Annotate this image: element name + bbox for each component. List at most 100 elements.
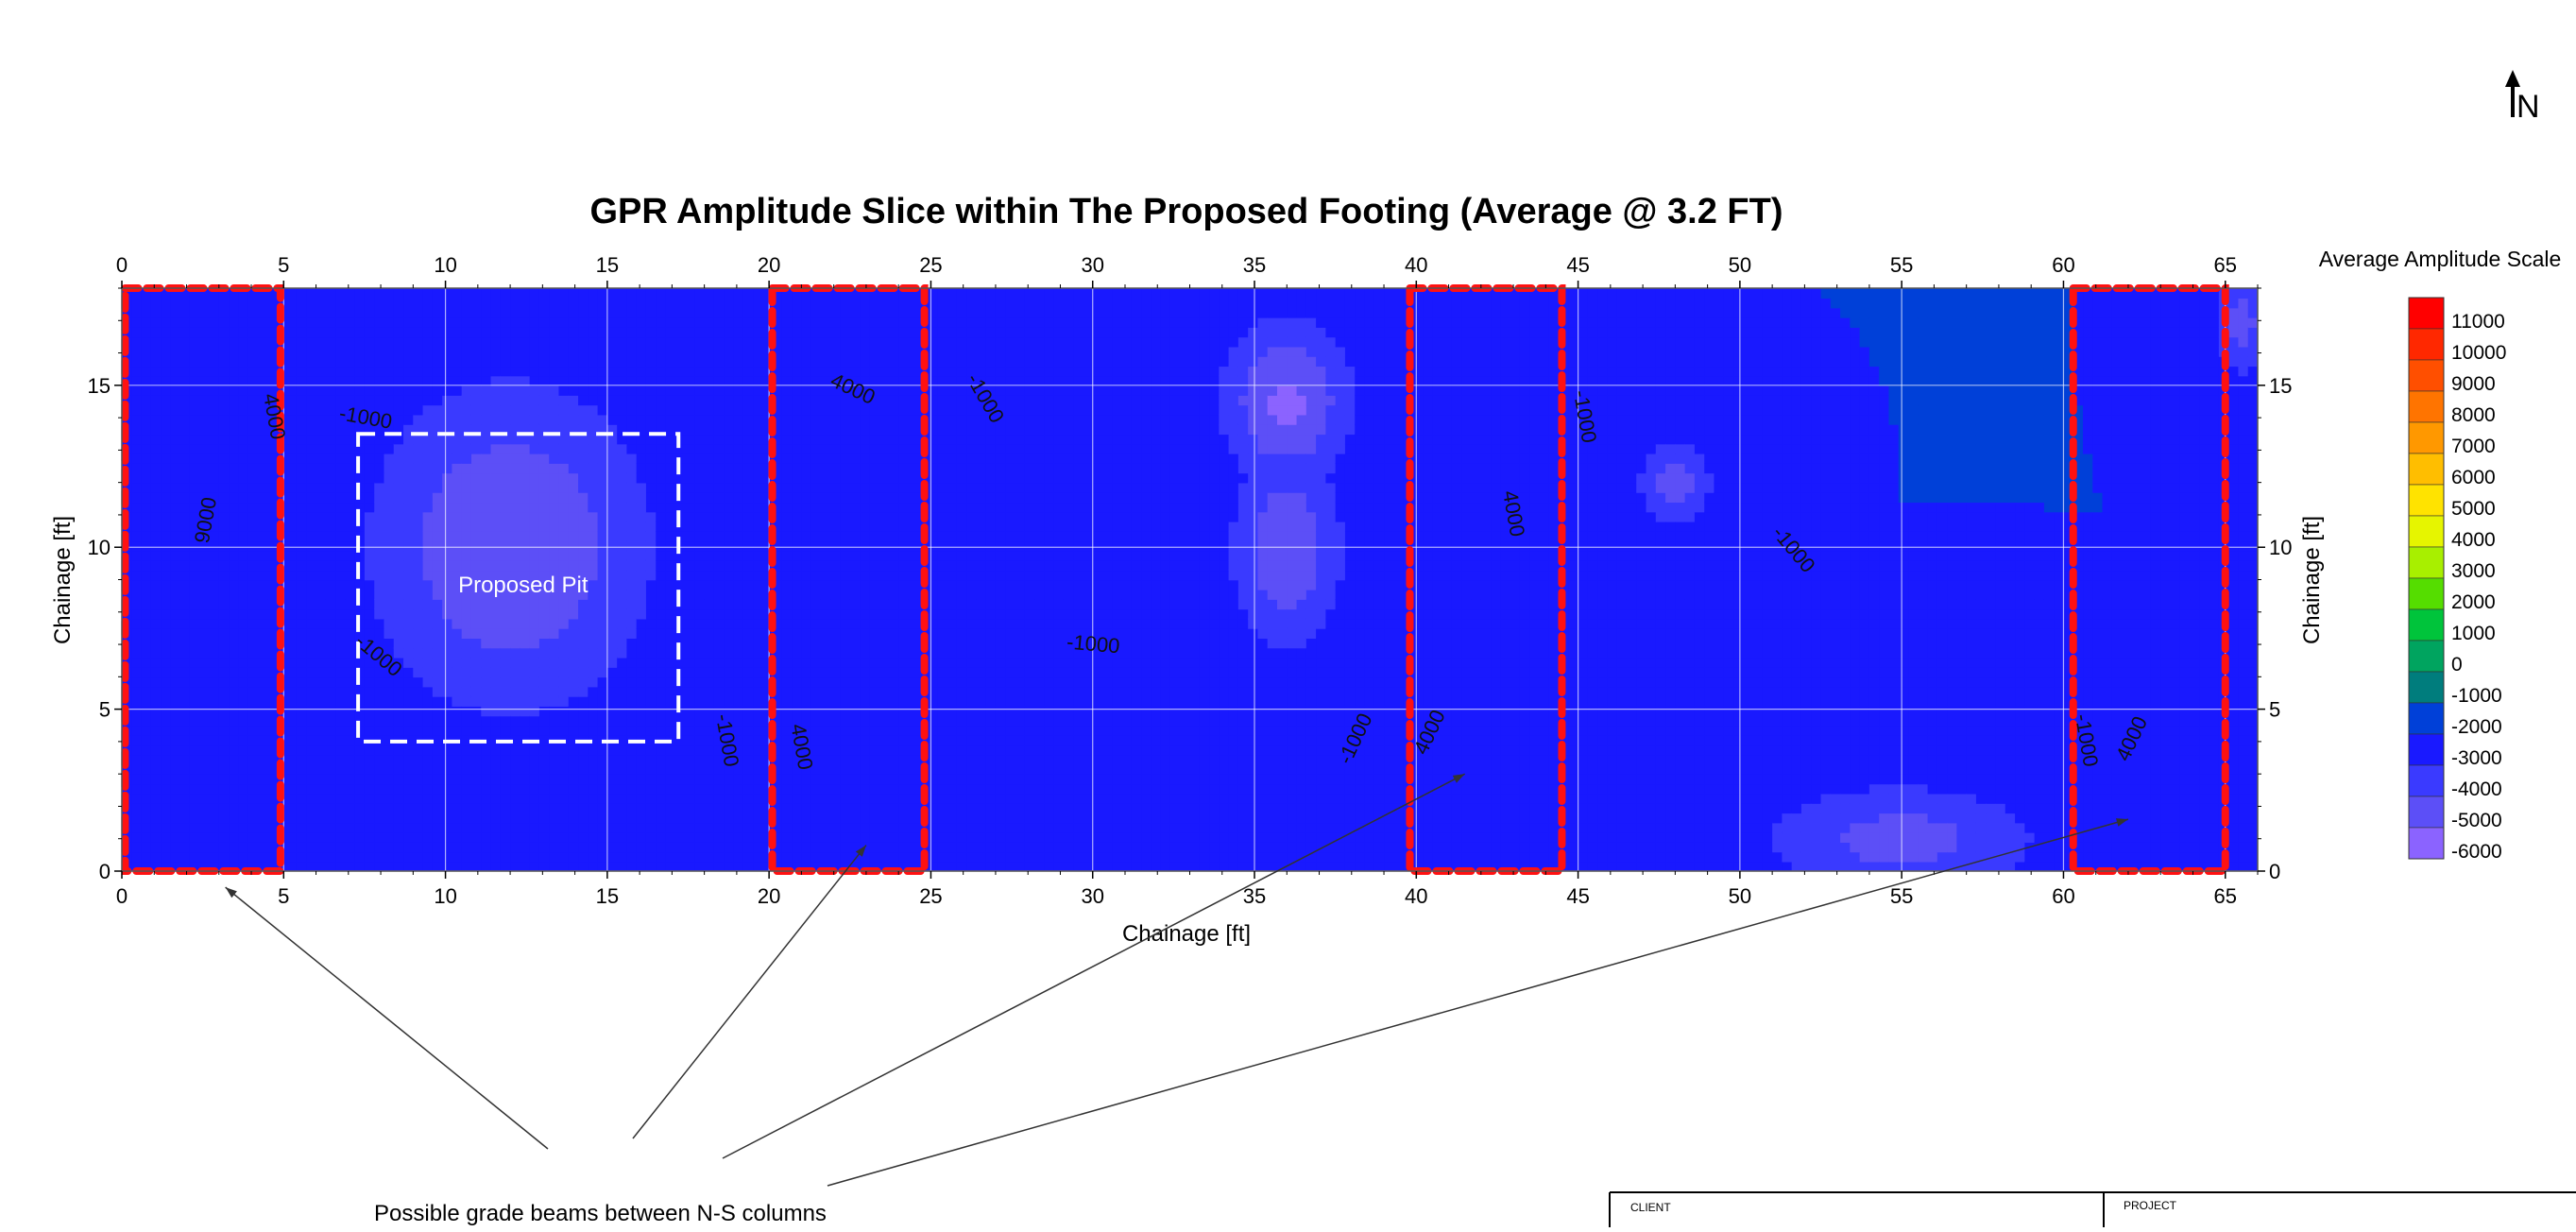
heat-cell [277, 491, 288, 504]
heat-cell [733, 404, 744, 416]
heat-cell [781, 414, 793, 425]
heat-cell [141, 774, 152, 785]
heat-cell [568, 375, 579, 386]
heat-cell [345, 298, 356, 309]
heat-cell [588, 395, 599, 406]
heat-cell [713, 404, 725, 416]
heat-cell [538, 774, 550, 785]
heat-cell [189, 657, 201, 668]
heat-cell [636, 336, 647, 348]
heat-cell [617, 346, 628, 357]
heat-cell [442, 638, 453, 649]
heat-cell [888, 695, 899, 707]
heat-cell [636, 725, 647, 736]
heat-cell [645, 754, 657, 765]
heat-cell [161, 822, 172, 833]
heat-cell [218, 735, 230, 746]
heat-cell [316, 366, 327, 377]
heat-cell [879, 327, 890, 338]
heat-cell [810, 676, 822, 688]
heat-cell [558, 540, 570, 552]
heat-cell [888, 667, 899, 678]
heat-cell [606, 375, 618, 386]
heat-cell [510, 589, 521, 600]
heat-cell [481, 851, 492, 863]
heat-cell [597, 434, 608, 445]
heat-cell [772, 706, 783, 717]
heat-cell [374, 744, 385, 756]
heat-cell [267, 579, 279, 590]
heat-cell [849, 754, 861, 765]
heat-cell [558, 453, 570, 464]
heat-cell [665, 589, 676, 600]
heat-cell [218, 599, 230, 610]
heat-cell [606, 502, 618, 513]
heat-cell [520, 511, 531, 522]
heat-cell [538, 618, 550, 629]
heat-cell [170, 608, 181, 620]
heat-cell [452, 793, 463, 804]
heat-cell [296, 453, 308, 464]
heat-cell [267, 695, 279, 707]
heat-cell [849, 559, 861, 572]
heat-cell [161, 715, 172, 727]
heat-cell [141, 686, 152, 697]
heat-cell [199, 404, 211, 416]
heat-cell [879, 540, 890, 552]
heat-cell [820, 735, 832, 746]
heat-cell [558, 579, 570, 590]
heat-cell [888, 443, 899, 454]
heat-cell [606, 686, 618, 697]
heat-cell [247, 298, 259, 309]
heat-cell [238, 434, 249, 445]
heat-cell [393, 842, 404, 853]
heat-cell [849, 744, 861, 756]
heat-cell [606, 608, 618, 620]
heat-cell [316, 599, 327, 610]
heat-cell [209, 803, 220, 814]
heat-cell [422, 744, 434, 756]
heat-cell [898, 744, 910, 756]
heat-cell [161, 453, 172, 464]
heat-cell [422, 463, 434, 474]
heat-cell [296, 395, 308, 406]
heat-cell [131, 783, 143, 795]
heat-cell [306, 599, 317, 610]
heat-cell [549, 336, 560, 348]
heat-cell [461, 288, 472, 299]
heat-cell [364, 355, 376, 368]
heat-cell [131, 579, 143, 590]
heat-cell [189, 550, 201, 561]
heat-cell [617, 531, 628, 542]
heat-cell [742, 754, 754, 765]
heat-cell [860, 695, 871, 707]
heat-cell [860, 589, 871, 600]
heat-cell [316, 706, 327, 717]
heat-cell [617, 355, 628, 368]
heat-cell [898, 618, 910, 629]
heat-cell [374, 608, 385, 620]
heat-cell [685, 599, 696, 610]
heat-cell [364, 375, 376, 386]
heat-cell [325, 608, 336, 620]
heat-cell [199, 842, 211, 853]
heat-cell [724, 288, 735, 299]
heat-cell [626, 725, 638, 736]
heat-cell [354, 744, 366, 756]
heat-cell [617, 813, 628, 824]
heat-cell [656, 307, 667, 318]
heat-cell [306, 521, 317, 532]
heat-cell [772, 667, 783, 678]
heat-cell [490, 618, 502, 629]
heat-cell [413, 355, 424, 368]
heat-cell [588, 599, 599, 610]
heat-cell [267, 842, 279, 853]
heat-cell [588, 744, 599, 756]
heat-cell [578, 298, 589, 309]
heat-cell [257, 434, 268, 445]
heat-cell [888, 803, 899, 814]
heat-cell [286, 472, 298, 484]
heat-cell [626, 414, 638, 425]
heat-cell [179, 763, 191, 775]
heat-cell [733, 638, 744, 649]
